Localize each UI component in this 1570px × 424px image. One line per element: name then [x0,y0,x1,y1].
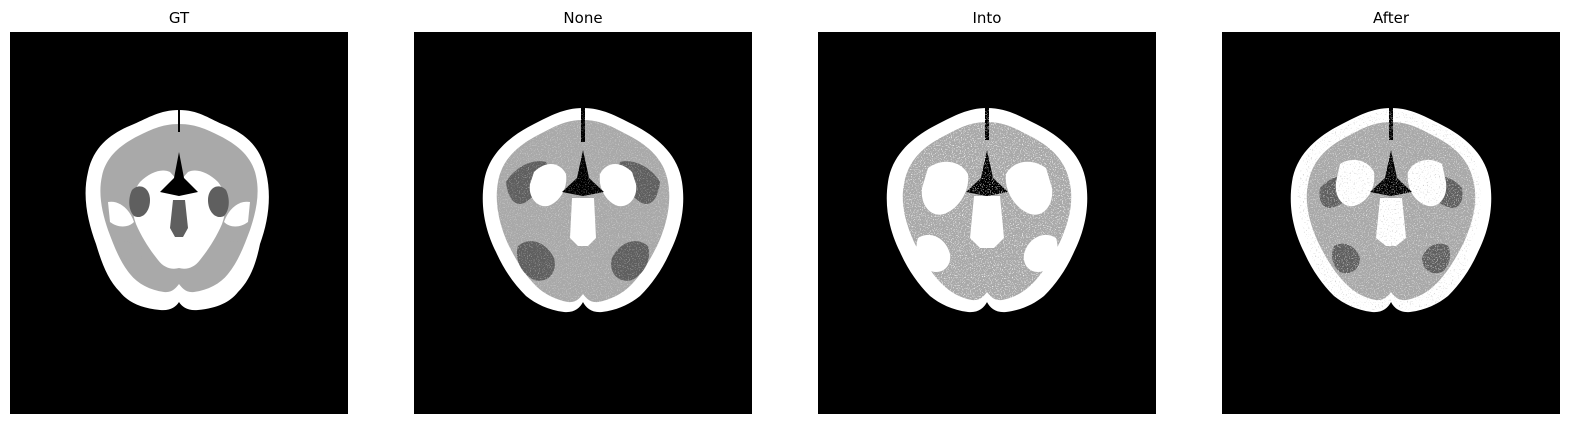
brain-slice [482,108,684,313]
brain-slice [886,108,1088,313]
panel-title: Into [972,9,1002,27]
noise-texture [489,110,673,311]
midline-fissure [178,110,180,132]
brain-slice [85,110,269,311]
gray-matter-stripe-right [216,240,238,262]
white-matter-tract-right [224,201,250,227]
noise-texture-dark [1297,110,1481,311]
gray-matter-stripe-left [120,240,142,262]
segmentation-image [414,32,752,414]
segmentation-panel-gt: GT [10,0,348,424]
panel-title: None [563,9,603,27]
segmentation-panel-none: None [414,0,752,424]
noise-texture [893,110,1077,311]
segmentation-image [818,32,1156,414]
panel-title: GT [168,9,190,27]
brain-slice [1290,108,1492,313]
ventricle-black-center [160,152,198,196]
segmentation-image [1222,32,1560,414]
white-matter-tract-left [108,201,134,227]
segmentation-image [10,32,348,414]
csf-ventricle-right [208,186,229,218]
csf-third-ventricle [170,200,188,237]
panel-title: After [1372,9,1410,27]
segmentation-panel-into: Into [818,0,1156,424]
csf-ventricle-left [129,186,150,218]
segmentation-panel-after: After [1222,0,1560,424]
